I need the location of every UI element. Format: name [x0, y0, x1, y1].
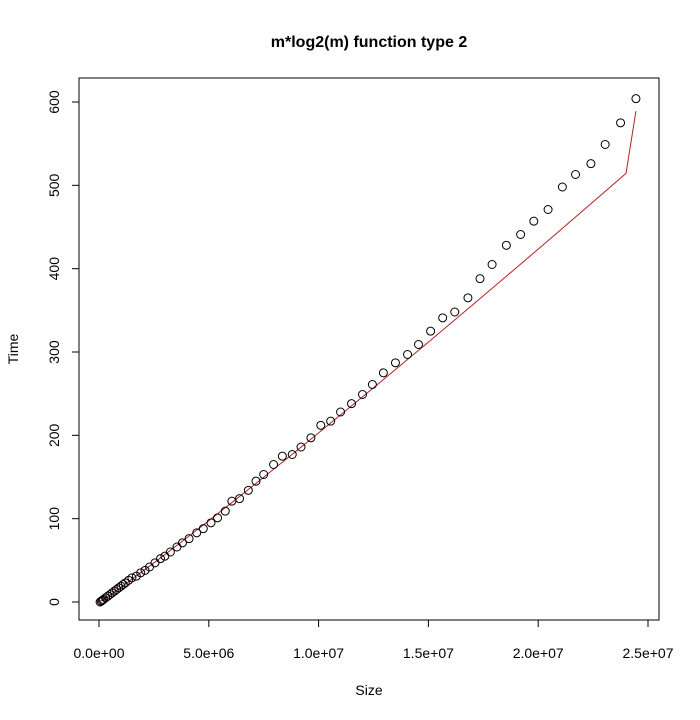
data-point	[220, 506, 230, 516]
x-tick-label: 1.0e+07	[293, 645, 344, 661]
data-points	[95, 94, 641, 607]
data-point	[259, 470, 269, 479]
data-point	[438, 313, 448, 323]
chart-title: m*log2(m) function type 2	[271, 34, 468, 51]
data-point	[206, 518, 216, 528]
y-tick-label: 400	[46, 257, 62, 281]
data-point	[631, 94, 641, 104]
y-axis: 0 100 200 300 400 500 600	[46, 90, 80, 606]
data-point	[316, 420, 326, 430]
data-point	[287, 450, 297, 459]
data-point	[616, 118, 626, 128]
data-point	[165, 547, 175, 557]
data-point	[501, 240, 511, 250]
data-point	[414, 340, 424, 349]
y-tick-label: 100	[46, 507, 62, 531]
fit-line	[98, 111, 637, 603]
plot-frame	[78, 77, 660, 621]
data-point	[235, 494, 245, 504]
data-point	[516, 230, 526, 239]
data-point	[306, 433, 316, 443]
x-axis: 0.0e+00 5.0e+06 1.0e+07 1.5e+07 2.0e+07 2.5e+…	[74, 619, 674, 661]
data-point	[277, 451, 287, 461]
data-point	[198, 524, 208, 534]
data-point	[475, 274, 485, 284]
data-point	[227, 496, 237, 506]
data-point	[269, 460, 279, 469]
y-tick-label: 500	[46, 173, 62, 197]
x-tick-label: 5.0e+06	[183, 645, 234, 661]
data-point	[358, 390, 368, 399]
data-point	[336, 407, 346, 417]
data-point	[150, 558, 160, 568]
x-axis-label: Size	[355, 682, 382, 698]
data-point	[177, 538, 187, 548]
data-point	[529, 216, 539, 226]
data-point	[403, 350, 413, 359]
data-point	[571, 170, 581, 179]
x-tick-label: 2.5e+07	[623, 645, 674, 661]
data-point	[192, 528, 202, 538]
data-point	[296, 442, 306, 452]
x-tick-label: 2.0e+07	[513, 645, 564, 661]
y-tick-label: 0	[46, 598, 62, 606]
y-tick-label: 200	[46, 423, 62, 447]
data-point	[251, 476, 261, 486]
y-tick-label: 600	[46, 90, 62, 114]
data-point	[378, 368, 388, 378]
data-point	[450, 307, 460, 317]
data-point	[367, 380, 377, 389]
data-point	[155, 554, 165, 564]
data-point	[600, 140, 610, 149]
data-point	[127, 573, 137, 583]
data-point	[184, 534, 194, 544]
data-point	[326, 416, 336, 426]
data-point	[487, 260, 497, 269]
data-point	[463, 293, 473, 303]
data-point	[586, 159, 596, 169]
data-point	[543, 205, 553, 214]
x-tick-label: 0.0e+00	[74, 645, 125, 661]
data-point	[426, 326, 436, 336]
data-point	[136, 568, 146, 578]
y-axis-label: Time	[5, 333, 21, 364]
data-point	[243, 485, 253, 495]
y-tick-label: 300	[46, 340, 62, 364]
x-tick-label: 1.5e+07	[403, 645, 454, 661]
data-point	[347, 399, 357, 409]
data-point	[213, 513, 223, 523]
data-point	[557, 182, 567, 192]
data-point	[390, 358, 400, 368]
